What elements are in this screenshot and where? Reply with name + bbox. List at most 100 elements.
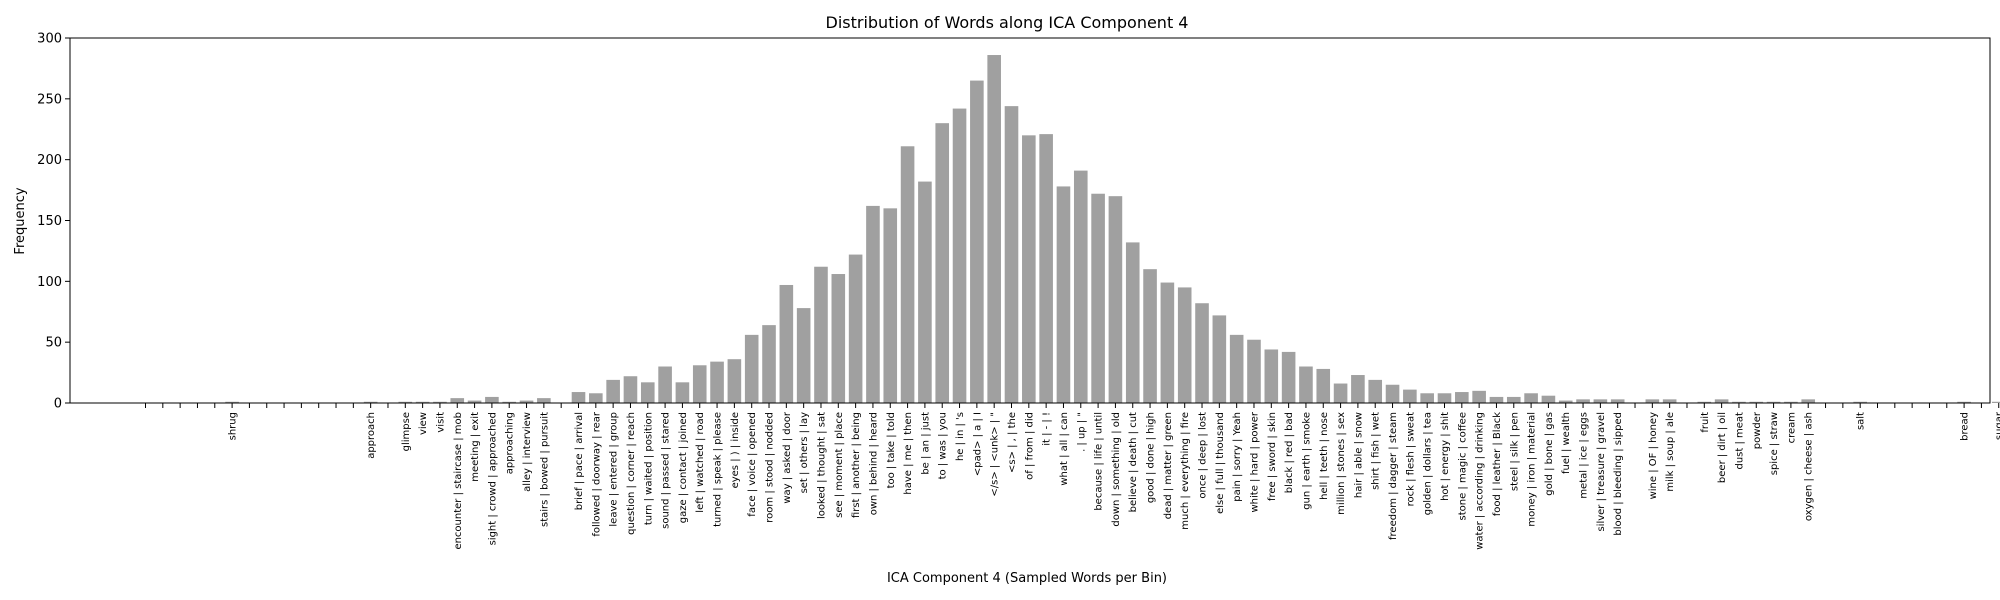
x-tick-label: dust | meat [1734, 412, 1745, 470]
x-tick-label: dead | matter | green [1163, 412, 1174, 519]
bar [623, 376, 638, 403]
bar [1437, 393, 1452, 403]
x-tick-label: of | from | did [1024, 412, 1035, 480]
bar [519, 400, 534, 403]
bar [485, 396, 499, 403]
bar [1732, 401, 1746, 403]
x-tick-label: believe | death | cut [1128, 412, 1139, 512]
x-tick-label: followed | doorway | rear [591, 411, 602, 537]
x-tick-label: first | another | being [851, 412, 862, 518]
chart-title: Distribution of Words along ICA Componen… [826, 13, 1189, 32]
bar [1749, 401, 1764, 403]
x-tick-label: good | done | high [1146, 412, 1157, 503]
bar [1004, 106, 1019, 403]
bar [1472, 390, 1486, 403]
x-tick-label: encounter | staircase | mob [453, 412, 464, 550]
bar [467, 400, 482, 403]
bar [762, 325, 776, 403]
x-tick-label: freedom | dagger | steam [1388, 412, 1399, 540]
bar [935, 123, 950, 404]
x-tick-label: much | everything | fire [1180, 412, 1191, 530]
bar [1801, 399, 1816, 403]
x-tick-label: be | an | just [920, 412, 931, 475]
y-tick-label: 200 [37, 153, 62, 168]
bar [415, 401, 430, 403]
bar [658, 366, 672, 403]
bar [866, 205, 880, 403]
bar [1766, 401, 1781, 403]
bar [1697, 401, 1712, 403]
x-tick-label: have | me | then [903, 412, 914, 495]
bar [1541, 395, 1556, 403]
x-tick-label: </s> | <unk> | " [990, 412, 1001, 497]
bar [831, 274, 846, 403]
x-tick-label: eyes | ) | inside [730, 412, 741, 488]
bar [1784, 401, 1798, 403]
x-tick-label: salt [1856, 412, 1867, 430]
x-tick-label: own | behind | heard [868, 412, 879, 515]
bar [1022, 135, 1036, 403]
x-tick-label: sight | crowd | approached [487, 412, 498, 545]
x-tick-label: black | red | bad [1284, 412, 1295, 493]
bar [1455, 392, 1469, 403]
bar [1212, 315, 1227, 403]
bar [900, 146, 915, 403]
x-tick-label: set | others | lay [799, 412, 810, 493]
x-tick-label: face | voice | opened [747, 412, 758, 517]
bar [606, 379, 620, 403]
bar [814, 266, 828, 403]
x-tick-label: shrug [228, 412, 239, 440]
x-tick-label: looked | thought | sat [816, 412, 827, 519]
x-tick-label: golden | dollars | tea [1423, 412, 1434, 515]
bar [1489, 396, 1504, 403]
x-tick-label: glimpse [401, 412, 412, 451]
x-tick-label: blood | bleeding | sipped [1613, 412, 1624, 536]
bar [918, 181, 932, 403]
bar [675, 382, 690, 403]
bar [1073, 170, 1088, 403]
bar [1247, 339, 1261, 403]
bar [1316, 368, 1331, 403]
x-tick-label: fuel | wealth [1561, 412, 1572, 474]
bar [970, 80, 984, 403]
bar [571, 392, 586, 403]
bar [1853, 401, 1867, 403]
x-tick-label: silver | treasure | gravel [1596, 412, 1607, 532]
bar [1229, 334, 1244, 403]
y-tick-label: 300 [37, 32, 62, 47]
x-tick-label: it | - | ! [1042, 412, 1053, 446]
bar [987, 55, 1001, 403]
x-tick-label: cream [1786, 412, 1797, 443]
bar [1333, 383, 1348, 403]
bar [1351, 375, 1365, 403]
bar [1385, 384, 1400, 403]
bar [952, 108, 967, 403]
x-tick-label: spice | straw [1769, 412, 1780, 475]
x-tick-label: else | full | thousand [1215, 412, 1226, 514]
bar [1281, 351, 1296, 403]
x-tick-label: left | watched | road [695, 412, 706, 513]
x-tick-label: fruit [1700, 412, 1711, 433]
x-tick-label: approaching [505, 412, 516, 474]
x-tick-label: gun | earth | smoke [1301, 412, 1312, 510]
bar [1645, 399, 1660, 403]
x-tick-label: turn | waited | position [643, 412, 654, 525]
bar [692, 365, 707, 403]
x-tick-label: <pad> | a | I [972, 412, 983, 476]
x-tick-label: he | in | 's [955, 412, 966, 461]
x-tick-label: alley | interview [522, 412, 533, 492]
x-tick-label: hell | teeth | nose [1319, 412, 1330, 500]
bar [779, 284, 794, 403]
bar [502, 401, 517, 403]
x-tick-label: hot | energy | shit [1440, 412, 1451, 501]
x-tick-label: food | leather | Black [1492, 412, 1503, 516]
x-tick-label: bread [1960, 412, 1971, 441]
bar [1506, 396, 1521, 403]
x-tick-label: gold | bone | gas [1544, 412, 1555, 496]
x-tick-label: question | corner | reach [626, 412, 637, 535]
x-tick-label: wine | OF | honey [1648, 412, 1659, 499]
x-tick-label: meeting | exit [470, 412, 481, 482]
bar [1420, 393, 1434, 403]
x-tick-label: approach [366, 412, 377, 459]
bar [537, 398, 551, 403]
